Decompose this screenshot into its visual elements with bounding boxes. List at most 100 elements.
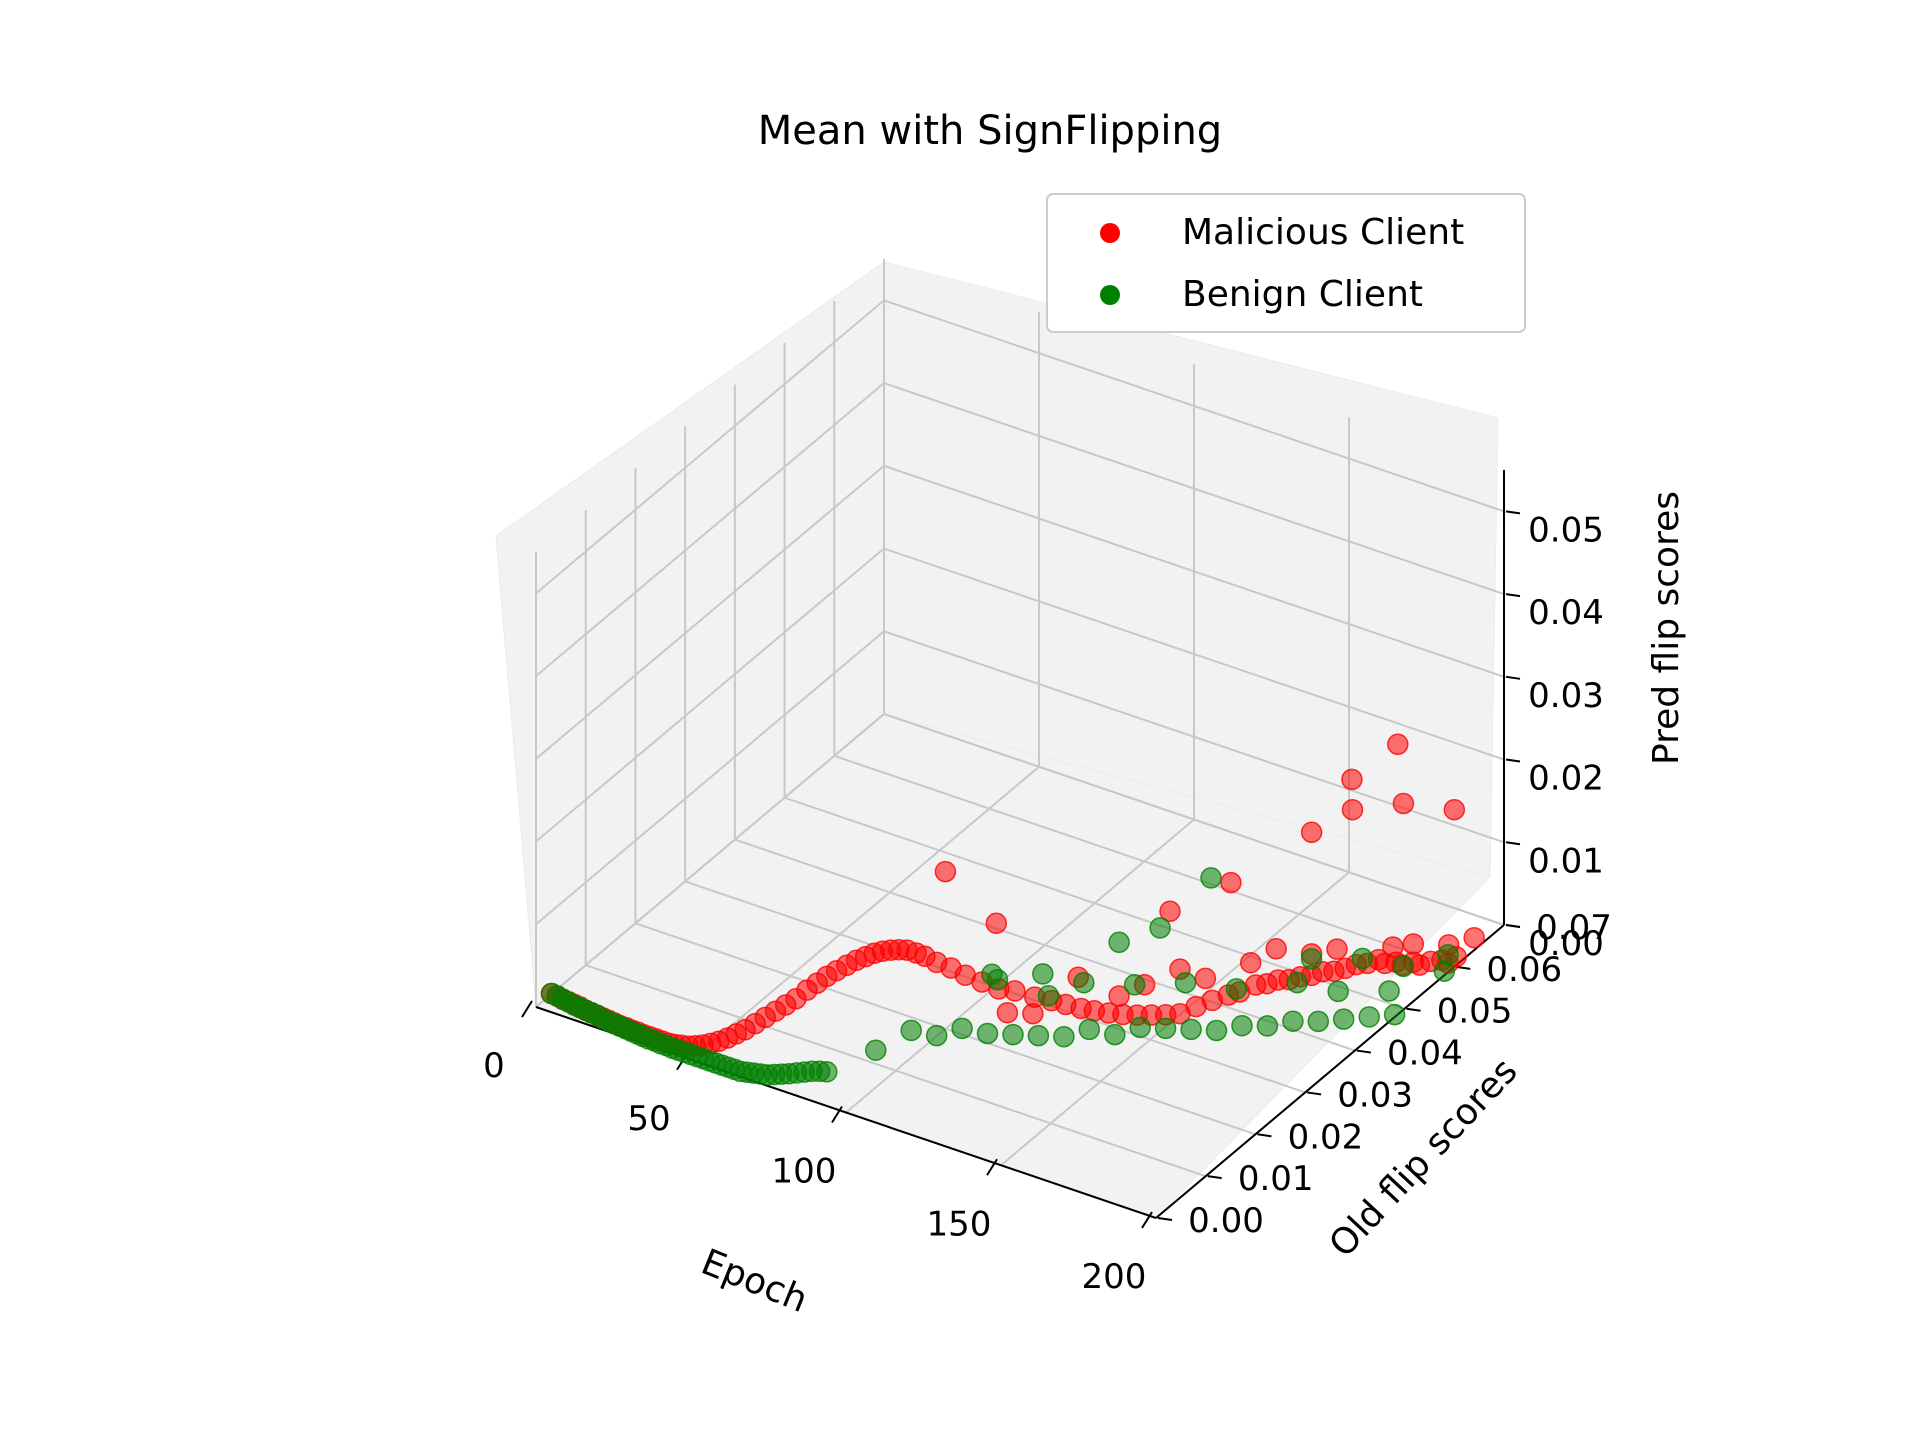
y-tick-mark <box>1307 1091 1322 1096</box>
malicious-point <box>996 1001 1019 1024</box>
y-tick-label: 0.04 <box>1387 1034 1463 1074</box>
malicious-point <box>934 860 957 883</box>
benign-point <box>1256 1015 1279 1037</box>
z-tick-mark <box>1505 924 1521 928</box>
benign-point <box>1129 1016 1151 1039</box>
z-axis-label: Pred flip scores <box>1646 491 1687 765</box>
y-tick-mark <box>1207 1175 1222 1180</box>
z-tick-mark <box>1505 758 1521 763</box>
x-tick-label: 150 <box>927 1204 992 1244</box>
malicious-point <box>985 912 1008 935</box>
z-gridline <box>535 712 1505 1008</box>
x-tick-label: 0 <box>483 1046 505 1086</box>
malicious-point <box>1382 936 1404 958</box>
y-tick-label: 0.03 <box>1337 1075 1413 1115</box>
z-tick-label: 0.00 <box>1528 924 1604 964</box>
benign-point <box>1123 974 1146 996</box>
benign-point <box>816 1061 838 1083</box>
axes-panes <box>495 259 1505 1219</box>
benign-point <box>1200 867 1222 889</box>
z-gridline <box>535 630 1505 926</box>
benign-point <box>1108 931 1130 954</box>
benign-point <box>951 1017 973 1040</box>
benign-point <box>1351 947 1374 970</box>
chart-title: Mean with SignFlipping <box>758 108 1222 154</box>
legend-label-benign: Benign Client <box>1182 274 1423 315</box>
axis-ticks: 0501001502000.000.010.020.030.040.050.06… <box>483 510 1612 1297</box>
z-gridline <box>535 381 1505 677</box>
benign-point <box>1027 1024 1050 1047</box>
benign-point <box>1327 980 1349 1003</box>
benign-point <box>1383 1003 1406 1026</box>
benign-point <box>865 1039 887 1061</box>
y-tick-label: 0.01 <box>1238 1159 1314 1199</box>
benign-point <box>1174 971 1197 994</box>
benign-point <box>900 1019 922 1042</box>
benign-point <box>1154 1017 1177 1040</box>
benign-point <box>986 968 1009 991</box>
benign-point <box>1300 948 1323 970</box>
x-tick-label: 200 <box>1082 1257 1147 1297</box>
benign-point <box>1378 980 1400 1002</box>
z-tick-mark <box>1505 510 1521 515</box>
benign-point <box>1286 971 1308 994</box>
malicious-point <box>1300 821 1323 844</box>
benign-point <box>1032 963 1054 985</box>
benign-point <box>1225 978 1248 1000</box>
benign-point <box>1437 944 1459 966</box>
malicious-point <box>1108 985 1130 1007</box>
malicious-point <box>1463 926 1485 949</box>
malicious-point <box>1326 938 1348 960</box>
malicious-point <box>1341 768 1363 791</box>
z-tick-label: 0.04 <box>1528 593 1604 633</box>
y-tick-label: 0.02 <box>1288 1117 1364 1157</box>
benign-point <box>1392 955 1415 978</box>
y-tick-label: 0.00 <box>1188 1201 1264 1241</box>
y-tick-mark <box>1456 965 1471 970</box>
legend-frame <box>1046 193 1526 333</box>
benign-point <box>1053 1025 1075 1048</box>
benign-point <box>1180 1018 1202 1041</box>
x-tick-mark <box>831 1105 843 1124</box>
legend-marker-malicious <box>1100 223 1120 243</box>
z-gridline <box>535 299 1505 595</box>
y-tick-mark <box>1356 1049 1371 1054</box>
z-tick-mark <box>1505 675 1521 680</box>
malicious-point <box>1022 1002 1044 1025</box>
benign-point <box>1332 1008 1355 1030</box>
benign-point <box>1205 1019 1228 1042</box>
benign-point <box>925 1024 948 1047</box>
malicious-point <box>1341 798 1364 821</box>
benign-point <box>1307 1010 1330 1033</box>
x-tick-label: 100 <box>772 1152 837 1192</box>
z-tick-mark <box>1505 593 1521 598</box>
x-tick-mark <box>1141 1211 1153 1229</box>
benign-point <box>1358 1006 1380 1028</box>
benign-point <box>976 1022 999 1045</box>
malicious-point <box>1159 900 1181 923</box>
y-tick-label: 0.07 <box>1536 908 1612 948</box>
z-tick-label: 0.01 <box>1528 841 1604 881</box>
z-tick-mark <box>1505 841 1521 846</box>
x-tick-mark <box>521 1000 533 1018</box>
y-tick-label: 0.06 <box>1486 950 1562 990</box>
benign-point <box>1282 1010 1304 1032</box>
malicious-point <box>1402 933 1425 955</box>
legend-marker-benign <box>1100 285 1120 305</box>
legend-label-malicious: Malicious Client <box>1182 212 1464 253</box>
z-tick-label: 0.05 <box>1528 510 1604 550</box>
malicious-point <box>1220 871 1242 894</box>
z-tick-label: 0.02 <box>1528 759 1604 799</box>
x-tick-mark <box>986 1158 998 1176</box>
malicious-point <box>1004 980 1026 1002</box>
benign-point <box>1231 1014 1253 1037</box>
benign-point <box>1149 917 1171 939</box>
malicious-point <box>1392 792 1415 815</box>
y-tick-mark <box>1157 1217 1173 1221</box>
malicious-point <box>1239 951 1262 974</box>
benign-point <box>1037 985 1060 1007</box>
malicious-point <box>1443 798 1466 821</box>
malicious-point <box>1265 938 1287 960</box>
benign-point <box>1104 1023 1126 1046</box>
